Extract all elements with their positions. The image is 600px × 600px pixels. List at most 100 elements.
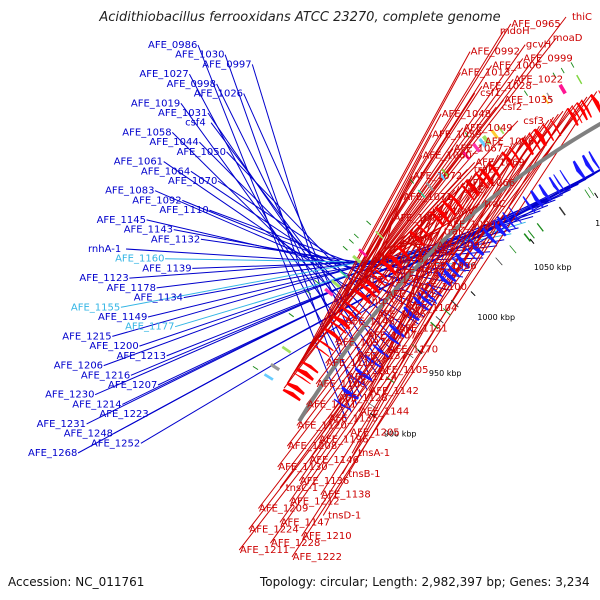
forward-gene	[372, 344, 390, 358]
leader-lines	[77, 16, 600, 558]
leader-line	[197, 44, 347, 421]
reverse-gene	[333, 315, 351, 330]
leader-line	[77, 168, 600, 454]
marker-feature	[588, 187, 595, 196]
gene-label-reverse: AFE_1135	[329, 414, 378, 425]
scale-ticks: 900 kbp 950 kbp 1000 kbp 1050 kbp 1100 kbp	[369, 192, 600, 438]
gene-label-reverse: thiC	[572, 12, 592, 23]
gene-label-reverse: AFE_1108	[317, 379, 366, 390]
misc-feature	[437, 171, 447, 181]
gene-label-forward: AFE_1155	[71, 302, 120, 313]
gene-label-reverse: AFE_1093	[437, 241, 486, 252]
leader-line	[381, 217, 394, 260]
reverse-gene	[589, 94, 600, 113]
gene-label-reverse: AFE_1035	[504, 95, 553, 106]
genome-summary: Topology: circular; Length: 2,982,397 bp…	[260, 575, 590, 589]
gene-label-reverse: AFE_1136	[300, 476, 349, 487]
misc-feature	[478, 138, 487, 148]
marker-feature	[509, 245, 517, 254]
reverse-gene	[465, 179, 480, 197]
leader-line	[359, 175, 413, 285]
forward-gene	[553, 174, 566, 192]
forward-gene	[403, 306, 420, 322]
reverse-gene	[324, 327, 342, 342]
gene-label-forward: AFE_1230	[45, 390, 94, 401]
gene-label-reverse: AFE_1096	[427, 261, 476, 272]
gene-label-reverse: AFE_1113	[365, 275, 414, 286]
marker-feature	[584, 189, 591, 199]
reverse-gene	[337, 311, 354, 325]
genome-title: Acidithiobacillus ferrooxidans ATCC 2327…	[99, 10, 501, 25]
gene-label-reverse: AFE_1106	[374, 254, 423, 265]
leader-line	[327, 113, 442, 325]
scale-tick	[369, 412, 376, 418]
forward-gene	[538, 184, 552, 202]
marker-feature	[366, 220, 372, 226]
reverse-gene	[409, 230, 425, 247]
marker-feature	[405, 351, 414, 359]
leader-line	[327, 151, 504, 419]
misc-feature	[497, 125, 505, 135]
gene-label-reverse: AFE_1147	[281, 517, 330, 528]
leader-line	[258, 110, 564, 509]
gene-label-reverse: traA	[434, 247, 455, 258]
leader-line	[277, 128, 536, 468]
forward-gene	[502, 212, 516, 229]
leader-line	[387, 186, 460, 350]
marker-feature	[409, 178, 414, 184]
gene-label-reverse: AFE_1130	[278, 462, 327, 473]
leader-line	[224, 54, 352, 413]
scale-tick-label: 1050 kbp	[534, 263, 572, 272]
forward-gene	[436, 271, 452, 287]
gene-label-reverse: AFE_0992	[471, 47, 520, 58]
forward-gene	[445, 262, 461, 278]
marker-feature	[442, 308, 451, 316]
gene-label-forward: AFE_1092	[132, 195, 181, 206]
marker-feature	[464, 132, 470, 138]
gene-label-reverse: AFE_1067	[454, 144, 503, 155]
misc-feature	[546, 92, 553, 102]
gene-label-reverse: AFE_1120	[298, 421, 347, 432]
leader-line	[363, 223, 418, 281]
leader-line	[94, 183, 579, 396]
gene-label-forward: AFE_1061	[114, 157, 163, 168]
misc-feature	[576, 74, 583, 85]
forward-gene	[426, 281, 442, 297]
misc-feature	[358, 248, 368, 257]
gene-label-reverse: AFE_1228	[271, 538, 320, 549]
gene-label-forward: AFE_1145	[97, 215, 146, 226]
misc-feature	[490, 129, 499, 139]
gene-label-forward: AFE_1223	[99, 409, 148, 420]
reverse-gene	[369, 272, 386, 287]
gene-label-forward: AFE_1248	[64, 429, 113, 440]
forward-gene	[451, 257, 466, 273]
gene-label-reverse: AFE_1104	[408, 303, 457, 314]
marker-feature	[552, 72, 557, 79]
leader-line	[269, 96, 588, 544]
forward-gene	[572, 160, 586, 179]
reverse-gene	[549, 118, 562, 137]
reverse-gene	[345, 301, 362, 315]
reverse-gene	[312, 344, 330, 357]
forward-gene	[420, 287, 437, 303]
gene-label-forward: AFE_1134	[134, 293, 183, 304]
misc-feature	[352, 254, 362, 264]
marker-feature	[288, 312, 294, 318]
marker-feature	[411, 344, 420, 351]
gene-label-forward: AFE_1200	[89, 341, 138, 352]
gene-label-reverse: AFE_1144	[360, 407, 409, 418]
forward-gene	[588, 151, 600, 169]
marker-feature	[314, 279, 320, 285]
gene-label-forward: AFE_1110	[159, 205, 208, 216]
misc-feature	[324, 287, 334, 297]
scale-tick-label: 1000 kbp	[477, 313, 515, 322]
reverse-gene	[429, 210, 445, 227]
gene-label-reverse: traC	[484, 199, 505, 210]
gene-label-reverse: AFE_1211	[240, 545, 289, 556]
gene-label-reverse: AFE_1222	[293, 552, 342, 563]
reverse-gene	[580, 99, 592, 118]
gene-label-reverse: AFE_1069	[475, 157, 524, 168]
reverse-gene	[295, 367, 314, 381]
forward-gene	[333, 398, 352, 411]
reverse-gene	[380, 259, 397, 276]
